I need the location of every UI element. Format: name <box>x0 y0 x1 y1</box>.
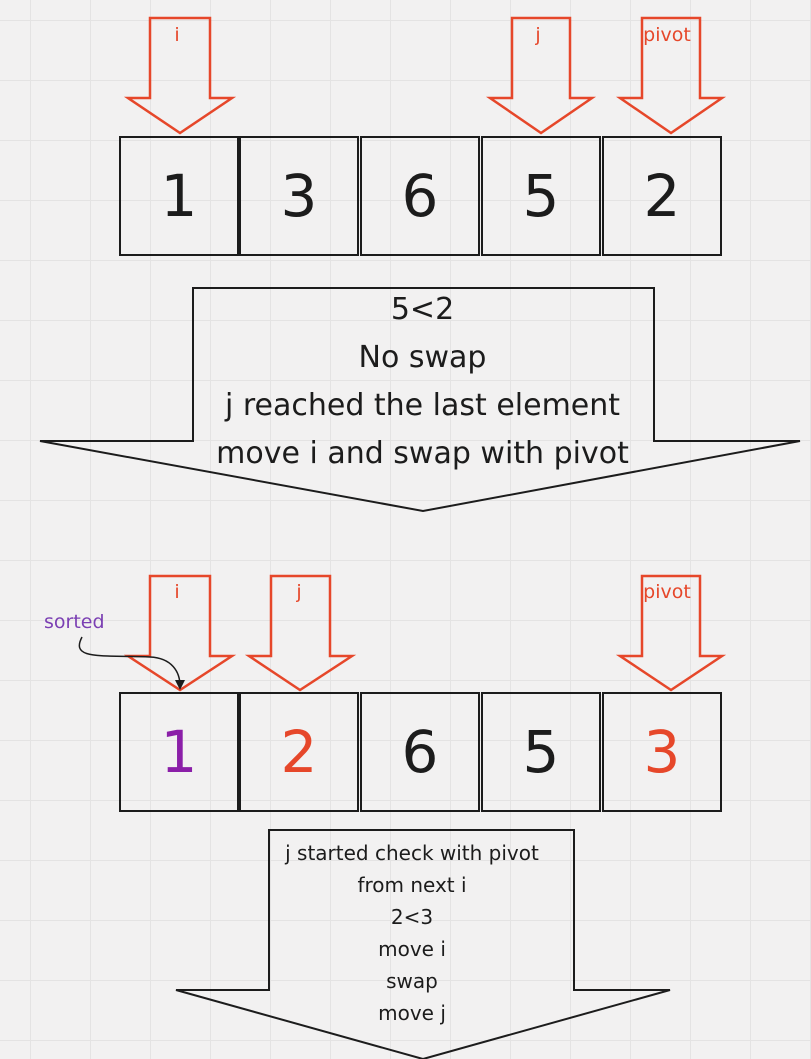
note-line: from next i <box>357 873 467 897</box>
pointer-j-arrow <box>244 574 357 692</box>
pointer-label-pivot: pivot <box>643 581 691 603</box>
array-cell: 6 <box>360 692 480 812</box>
pointer-pivot-arrow <box>615 16 727 135</box>
note-line: j started check with pivot <box>285 841 539 865</box>
array-cell: 2 <box>602 136 722 256</box>
pointer-i-arrow <box>123 574 237 692</box>
note-line: 2<3 <box>390 905 434 929</box>
sorted-label: sorted <box>44 611 105 633</box>
note-line: j reached the last element <box>224 388 621 423</box>
array-cell: 1 <box>119 136 239 256</box>
pointer-i-arrow <box>123 16 237 135</box>
array-cell: 2 <box>239 692 359 812</box>
array-cell: 3 <box>602 692 722 812</box>
sorted-connector-arrowhead <box>175 680 185 690</box>
array-cell: 6 <box>360 136 480 256</box>
array-cell: 1 <box>119 692 239 812</box>
array-cell: 3 <box>239 136 359 256</box>
sorted-connector <box>78 636 181 687</box>
pointer-pivot-arrow <box>615 574 727 692</box>
step2-transition-arrow <box>175 829 671 1059</box>
step2-note: j started check with pivot from next i 2… <box>262 837 562 1029</box>
array-cell: 5 <box>481 692 601 812</box>
note-line: No swap <box>358 340 487 375</box>
note-line: swap <box>386 969 438 993</box>
step1-transition-arrow <box>39 287 801 513</box>
pointer-label-i: i <box>174 581 180 603</box>
note-line: move j <box>378 1001 446 1025</box>
note-line: 5<2 <box>390 292 455 327</box>
pointer-j-arrow <box>485 16 597 135</box>
note-line: move i and swap with pivot <box>216 436 629 471</box>
array-cell: 5 <box>481 136 601 256</box>
pointer-label-j: j <box>535 24 541 46</box>
pointer-label-i: i <box>174 24 180 46</box>
note-line: move i <box>378 937 446 961</box>
step1-note: 5<2 No swap j reached the last element m… <box>180 286 665 478</box>
pointer-label-j: j <box>296 581 302 603</box>
pointer-label-pivot: pivot <box>643 24 691 46</box>
